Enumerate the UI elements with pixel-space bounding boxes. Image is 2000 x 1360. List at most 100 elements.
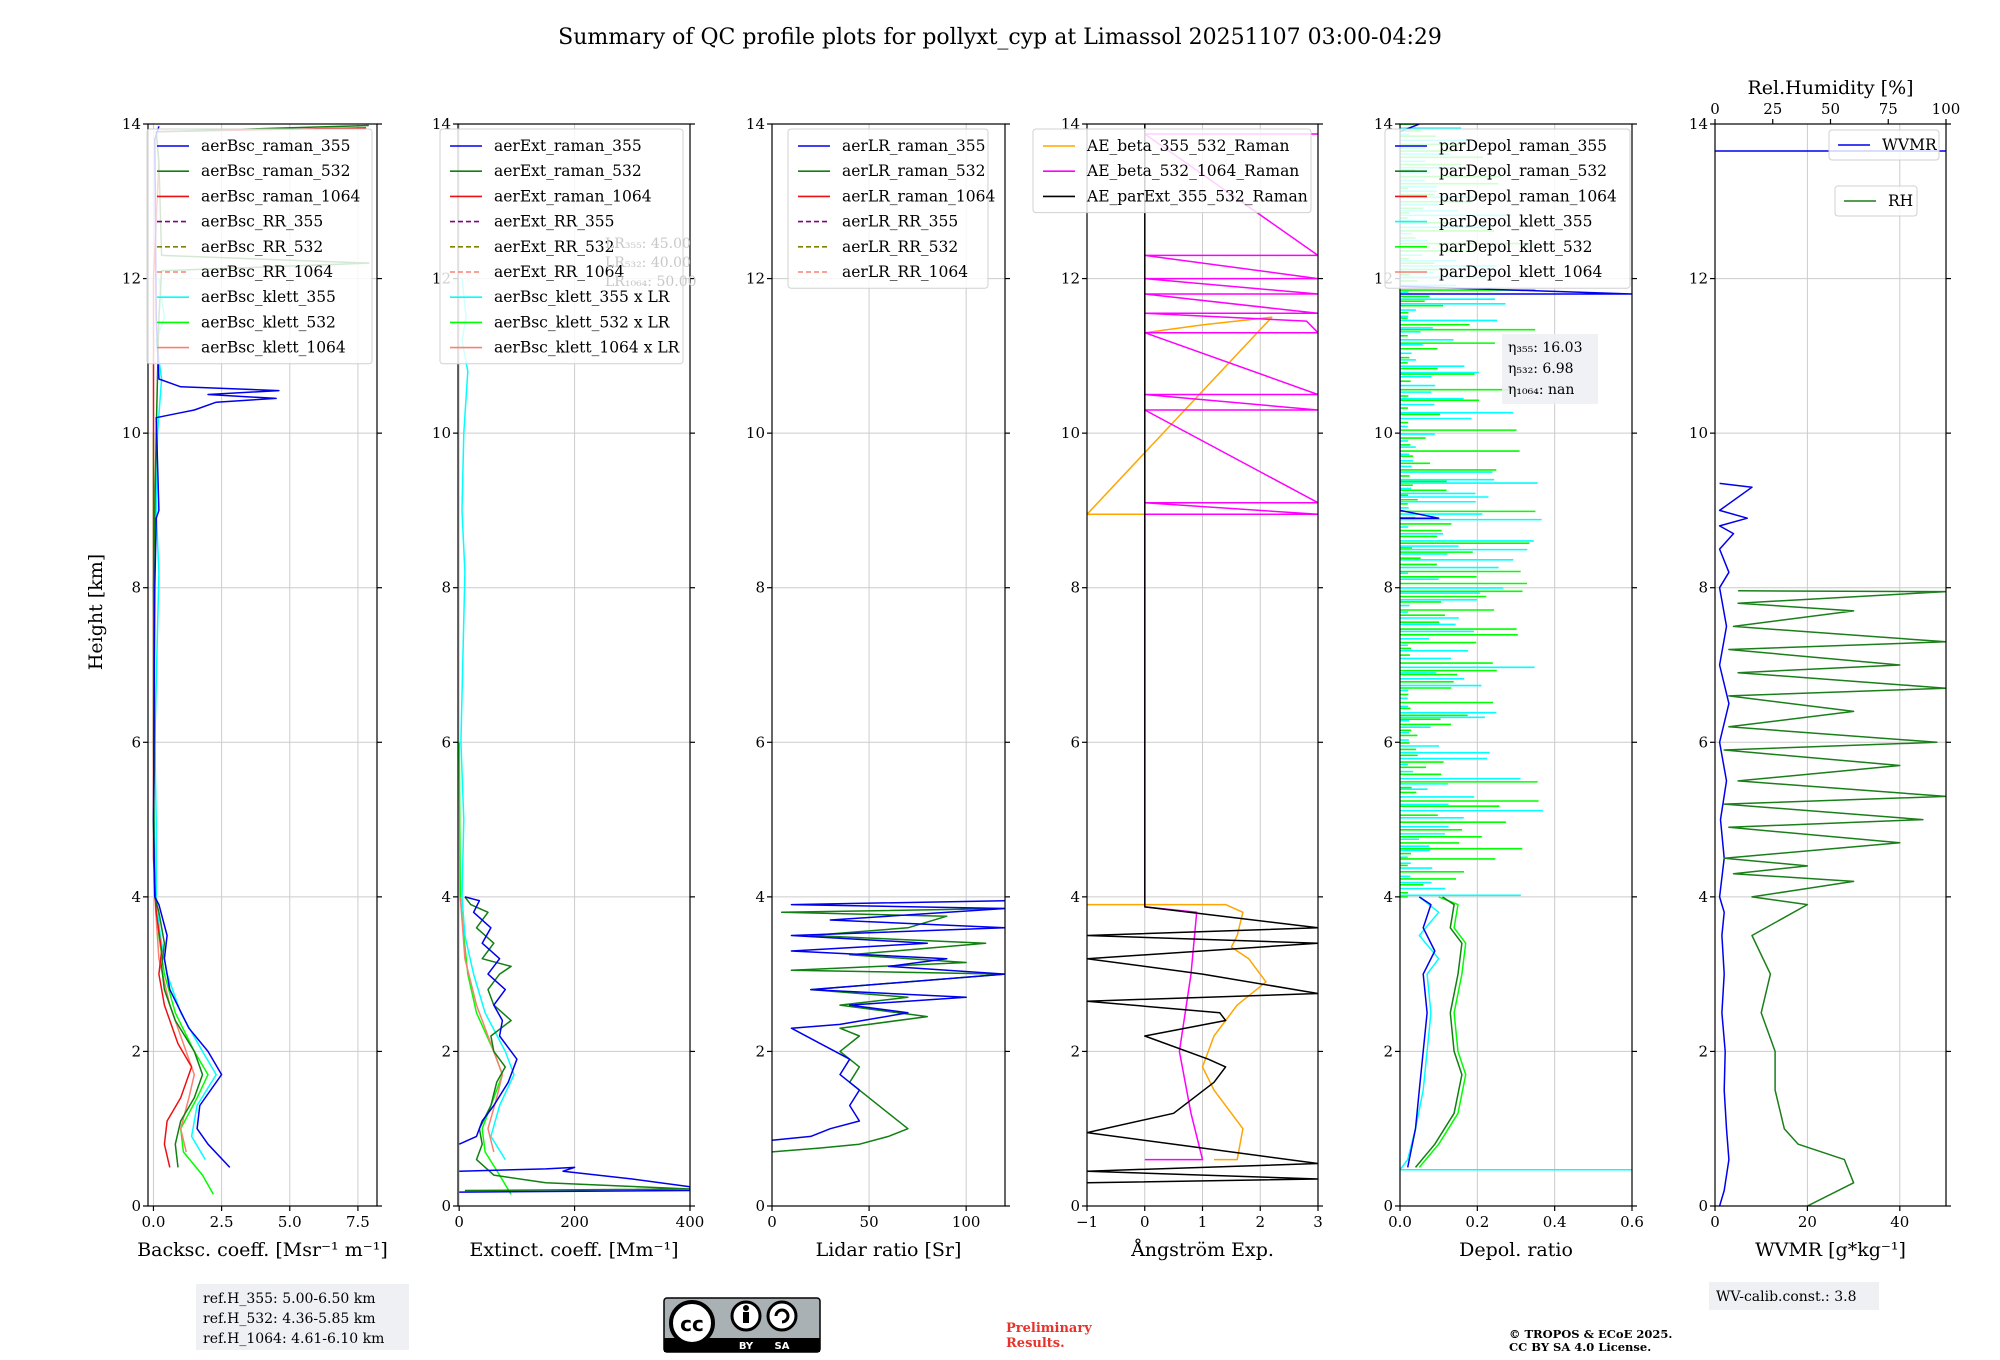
xtick-label: 0.0 xyxy=(142,1213,166,1231)
xtick-label: 2.5 xyxy=(210,1213,234,1231)
xtick-label: 40 xyxy=(1890,1213,1909,1231)
x-axis-label: Extinct. coeff. [Mm⁻¹] xyxy=(469,1239,678,1261)
legend-entry: AE_beta_355_532_Raman xyxy=(1086,137,1289,155)
panel-bsc: 0 2 4 6 8 10 12 14 0.0 2.5 5.0 7.5 Backsc. coeff. [M… xyxy=(122,115,388,1261)
legend-entry: aerExt_raman_532 xyxy=(494,162,642,180)
legend-entry: aerExt_RR_355 xyxy=(494,213,615,231)
eta-note: η₅₃₂: 6.98 xyxy=(1508,361,1574,377)
refh-line: ref.H_532: 4.36-5.85 km xyxy=(203,1311,376,1327)
ytick-label: 12 xyxy=(1689,270,1708,288)
ytick-label: 10 xyxy=(1374,424,1393,442)
legend-entry: WVMR xyxy=(1882,136,1938,154)
ytick-label: 6 xyxy=(1698,733,1708,751)
plot-area xyxy=(152,124,370,1195)
preliminary-line-2: Results. xyxy=(1006,1336,1065,1351)
legend-entry: aerExt_RR_1064 xyxy=(494,263,625,281)
ytick-label: 4 xyxy=(1698,888,1708,906)
legend: AE_beta_355_532_Raman AE_beta_532_1064_Ra… xyxy=(1032,128,1312,214)
legend: WVMR RH xyxy=(1828,129,1940,217)
series-klett_355_LR xyxy=(460,278,515,1160)
xtick-label: 0.0 xyxy=(1388,1213,1412,1231)
eta-note: η₁₀₆₄: nan xyxy=(1508,382,1574,398)
plot-area xyxy=(772,899,1005,1153)
ytick-label: 10 xyxy=(432,424,451,442)
ytick-label: 10 xyxy=(1689,424,1708,442)
top-tick-label: 100 xyxy=(1932,100,1961,118)
series-parDepol_klett_532 xyxy=(1418,896,1467,1168)
ytick-label: 2 xyxy=(1383,1042,1393,1060)
legend-entry: aerExt_raman_355 xyxy=(494,137,642,155)
ytick-label: 2 xyxy=(131,1042,141,1060)
series-klett_1064_LR xyxy=(459,896,504,1153)
series-parDepol_raman_355_upper xyxy=(1400,124,1632,519)
ytick-label: 8 xyxy=(1070,579,1080,597)
xtick-label: 7.5 xyxy=(346,1213,370,1231)
series-AE_beta_355_532_Raman xyxy=(1087,903,1267,1161)
ytick-label: 8 xyxy=(131,579,141,597)
copyright-line-1: © TROPOS & ECoE 2025. xyxy=(1509,1327,1672,1341)
xtick-label: 400 xyxy=(676,1213,705,1231)
legend-entry: aerBsc_RR_355 xyxy=(201,213,323,231)
ytick-label: 8 xyxy=(441,579,451,597)
xtick-label: 20 xyxy=(1798,1213,1817,1231)
legend-entry: aerBsc_klett_355 x LR xyxy=(494,288,671,306)
series-parDepol_raman_355 xyxy=(1406,896,1436,1168)
series-RH xyxy=(1723,590,1946,1206)
axes-frame xyxy=(1714,123,1947,1207)
series-aerLR_raman_355 xyxy=(772,899,1005,1142)
figure-title: Summary of QC profile plots for pollyxt_… xyxy=(558,25,1442,50)
xtick-label: 1 xyxy=(1198,1213,1208,1231)
ytick-label: 8 xyxy=(755,579,765,597)
legend-entry: parDepol_klett_355 xyxy=(1439,213,1592,231)
axes-frame xyxy=(771,123,1006,1207)
legend-entry: aerLR_RR_355 xyxy=(842,213,958,231)
xtick-label: 0.2 xyxy=(1465,1213,1489,1231)
legend-entry: aerBsc_raman_532 xyxy=(201,162,351,180)
ytick-label: 4 xyxy=(441,888,451,906)
footer: cc BY SA Preliminary Results. © TROPOS &… xyxy=(663,1297,1672,1354)
series-aerBsc_klett_355 xyxy=(154,278,217,1160)
legend-box xyxy=(1032,128,1312,214)
ytick-label: 6 xyxy=(755,733,765,751)
series-AE_beta_355_532_Raman_upper xyxy=(1087,316,1273,516)
ytick-label: 10 xyxy=(1061,424,1080,442)
wv-calib-box xyxy=(1709,1282,1879,1310)
legend: aerExt_raman_355 aerExt_raman_532 aerExt_r… xyxy=(439,128,684,365)
legend-entry: aerLR_RR_1064 xyxy=(842,263,968,281)
legend-box-wvmr xyxy=(1828,129,1940,161)
legend-entry: aerBsc_klett_355 xyxy=(201,288,336,306)
cc-license-badge-icon: cc BY SA xyxy=(663,1297,821,1353)
xtick-label: 100 xyxy=(952,1213,981,1231)
refh-box xyxy=(196,1284,409,1350)
ytick-label: 6 xyxy=(441,733,451,751)
xtick-label: 3 xyxy=(1313,1213,1323,1231)
lr-note: LR₅₃₂: 40.00 xyxy=(605,255,691,271)
ytick-label: 14 xyxy=(1689,115,1708,133)
ytick-label: 0 xyxy=(441,1197,451,1215)
top-tick-label: 50 xyxy=(1821,100,1840,118)
ytick-label: 8 xyxy=(1383,579,1393,597)
legend-entry: aerBsc_klett_532 xyxy=(201,313,336,331)
legend-entry: AE_beta_532_1064_Raman xyxy=(1086,162,1299,180)
refh-line: ref.H_355: 5.00-6.50 km xyxy=(203,1291,376,1307)
annotations: LR₃₅₅: 45.00 LR₅₃₂: 40.00 LR₁₀₆₄: 50.00 η₃₅… xyxy=(196,236,1879,1350)
top-tick-label: 0 xyxy=(1710,100,1720,118)
xtick-label: 0 xyxy=(767,1213,777,1231)
series-aerExt_raman_355_spike xyxy=(459,1166,690,1193)
plot-area xyxy=(1087,124,1318,1184)
axes-frame xyxy=(1399,123,1633,1207)
axes-frame xyxy=(147,123,378,1207)
legend-box xyxy=(439,128,684,365)
legend-box xyxy=(787,128,989,289)
ytick-label: 6 xyxy=(1383,733,1393,751)
panel-lr: 0 2 4 6 8 10 12 14 0 50 100 Lidar ratio [Sr] aerLR_r… xyxy=(746,115,1010,1261)
ytick-label: 2 xyxy=(1070,1042,1080,1060)
legend-entry: aerBsc_RR_1064 xyxy=(201,263,333,281)
xtick-label: 0 xyxy=(1140,1213,1150,1231)
legend-entry: aerExt_raman_1064 xyxy=(494,187,652,205)
series-parDepol_raman_532 xyxy=(1414,896,1463,1168)
ytick-label: 2 xyxy=(755,1042,765,1060)
legend-entry: RH xyxy=(1888,192,1913,210)
